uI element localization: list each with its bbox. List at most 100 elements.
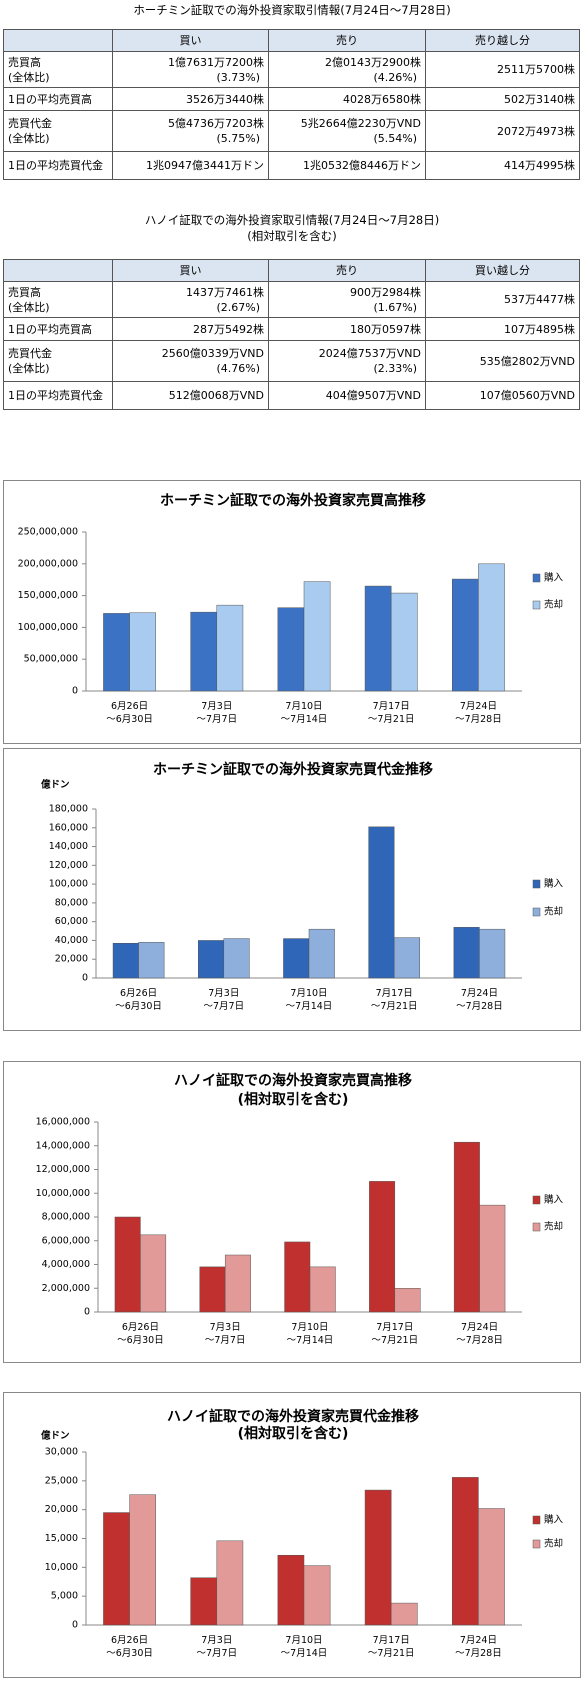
table-row: 売買代金 (全体比) 5億4736万7203株 (5.75%) 5兆2664億2230万… <box>3 110 580 152</box>
bar <box>479 1204 506 1313</box>
cell-text: 414万4995株 <box>504 159 575 172</box>
bar <box>129 612 157 692</box>
bar <box>368 826 395 979</box>
y-tick-label: 100,000,000 <box>18 622 78 633</box>
x-tick-line: ～6月30日 <box>115 1001 162 1012</box>
bar <box>453 1141 480 1313</box>
x-tick-line: ～7月28日 <box>456 1001 503 1012</box>
table-cell: 売買代金 (全体比) <box>3 340 113 382</box>
bar <box>190 1577 218 1626</box>
table-cell: 5億4736万7203株 (5.75%) <box>112 110 269 152</box>
chart-title: ハノイ証取での海外投資家売買高推移 <box>174 1072 412 1089</box>
y-tick-label: 150,000,000 <box>18 590 78 601</box>
cell-text: (4.76%) <box>216 362 260 375</box>
cell-text: (5.54%) <box>373 132 417 145</box>
cell-text: (2.67%) <box>216 300 260 314</box>
bar <box>138 942 165 979</box>
cell-text: 512億0068万VND <box>168 389 264 402</box>
y-tick-label: 10,000,000 <box>36 1188 90 1199</box>
table-cell: 2億0143万2900株 (4.26%) <box>268 51 426 88</box>
legend-label: 売却 <box>544 1538 563 1550</box>
x-tick-line: 7月10日 <box>290 988 327 999</box>
cell-text: 5兆2664億2230万VND <box>300 117 421 130</box>
bar <box>451 578 479 692</box>
x-tick-line: ～7月7日 <box>197 1648 238 1659</box>
bar <box>103 1512 130 1626</box>
bar <box>190 611 218 692</box>
table-cell: 287万5492株 <box>112 317 269 341</box>
cell-text: 535億2802万VND <box>479 354 575 368</box>
legend-label: 購入 <box>544 1514 564 1526</box>
cell-text: 900万2984株 <box>350 285 421 299</box>
y-tick-label: 0 <box>72 1620 78 1631</box>
table-cell: 180万0597株 <box>268 317 426 341</box>
y-tick-label: 140,000 <box>49 841 88 852</box>
x-tick-line: ～7月28日 <box>455 1648 502 1659</box>
x-tick-line: ～6月30日 <box>117 1335 164 1346</box>
bar <box>140 1234 167 1313</box>
table-cell: 2072万4973株 <box>425 110 580 152</box>
chart-title: ハノイ証取での海外投資家売買代金推移 <box>167 1408 419 1425</box>
x-tick-line: 7月24日 <box>460 701 497 712</box>
bar <box>224 1254 251 1313</box>
table-title: ホーチミン証取での海外投資家取引情報(7月24日～7月28日) <box>133 3 451 17</box>
table-cell: 1日の平均売買高 <box>3 317 113 341</box>
x-tick-line: 7月17日 <box>376 1322 413 1333</box>
table-cell: 535億2802万VND <box>425 340 580 382</box>
x-tick-label: 7月10日 ～7月14日 <box>281 1635 328 1659</box>
x-tick-label: 7月24日 ～7月28日 <box>456 988 503 1012</box>
bar <box>453 927 480 979</box>
x-tick-label: 6月26日 ～6月30日 <box>117 1322 164 1346</box>
bar <box>277 1554 305 1626</box>
x-tick-line: ～7月21日 <box>368 714 415 725</box>
table-cell: 1日の平均売買高 <box>3 87 113 111</box>
table-title: (相対取引を含む) <box>247 229 337 243</box>
legend-swatch <box>532 879 541 889</box>
table-row: 売買代金 (全体比) 2560億0339万VND (4.76%) 2024億7537万V… <box>3 340 580 382</box>
bar <box>114 1216 141 1313</box>
header-row: 買い 売り 買い越し分 <box>3 259 580 282</box>
x-tick-line: ～7月21日 <box>371 1335 418 1346</box>
table-cell: 537万4477株 <box>425 281 580 318</box>
table-cell: 900万2984株 (1.67%) <box>268 281 426 318</box>
x-tick-label: 7月3日 ～7月7日 <box>205 1322 246 1346</box>
x-tick-line: 7月24日 <box>461 1322 498 1333</box>
x-tick-label: 6月26日 ～6月30日 <box>106 701 153 725</box>
cell-text: 1日の平均売買高 <box>8 322 92 336</box>
x-tick-line: 7月3日 <box>210 1322 241 1333</box>
cell-text: 502万3140株 <box>504 92 575 106</box>
table-title: ハノイ証取での海外投資家取引情報(7月24日～7月28日) <box>144 213 440 227</box>
cell-text: 1兆0532億8446万ドン <box>303 159 421 172</box>
y-tick-label: 0 <box>82 973 88 984</box>
y-tick-label: 30,000 <box>45 1447 78 1458</box>
x-tick-line: 7月17日 <box>373 701 410 712</box>
cell-text: 287万5492株 <box>193 322 264 336</box>
cell-text: 2億0143万2900株 <box>325 55 421 69</box>
x-tick-line: ～7月14日 <box>287 1335 334 1346</box>
x-tick-line: 7月17日 <box>376 988 413 999</box>
x-tick-line: 7月24日 <box>460 1635 497 1646</box>
x-tick-label: 6月26日 ～6月30日 <box>106 1635 153 1659</box>
x-tick-line: 7月10日 <box>285 701 322 712</box>
y-tick-label: 100,000 <box>49 879 88 890</box>
x-tick-label: 7月10日 ～7月14日 <box>281 701 328 725</box>
y-tick-label: 60,000 <box>55 916 88 927</box>
table-cell: 1437万7461株 (2.67%) <box>112 281 269 318</box>
cell-text: 1437万7461株 <box>186 285 264 299</box>
chart-subtitle: (相対取引を含む) <box>238 1091 349 1108</box>
cell-text: (全体比) <box>8 70 50 84</box>
cell-text: 2560億0339万VND <box>161 347 264 360</box>
header-cell: 売り越し分 <box>425 29 580 52</box>
x-tick-label: 7月17日 ～7月21日 <box>371 1322 418 1346</box>
y-tick-label: 5,000 <box>51 1591 78 1602</box>
cell-text: (全体比) <box>8 362 50 375</box>
x-tick-label: 7月3日 ～7月7日 <box>204 988 245 1012</box>
bar <box>390 592 418 692</box>
cell-text: 1兆0947億3441万ドン <box>146 159 264 172</box>
bar <box>216 1540 244 1626</box>
header-cell: 売り <box>268 259 426 282</box>
table-cell: 107億0560万VND <box>425 381 580 410</box>
cell-text: (4.26%) <box>373 70 417 84</box>
x-tick-line: 7月3日 <box>201 1635 232 1646</box>
